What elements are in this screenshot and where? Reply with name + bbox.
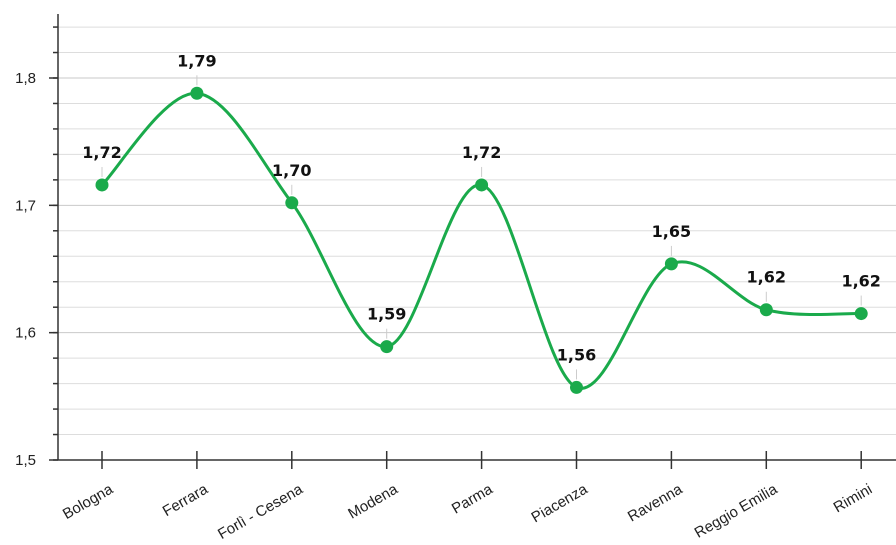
data-point [285,196,299,210]
data-label: 1,65 [652,222,691,241]
y-tick-label: 1,7 [15,197,36,214]
x-axis-ticks: Bologna Ferrara Forlì - Cesena Modena Parma P… [60,451,875,543]
axes [57,14,896,461]
y-tick-label: 1,8 [15,70,36,87]
grid-lines [58,26,896,436]
data-points [95,86,868,394]
data-label: 1,79 [177,51,216,70]
data-point [759,303,773,317]
data-point [380,340,394,354]
data-label: 1,59 [367,305,406,324]
data-labels: 1,72 1,79 1,70 1,59 1,72 1,56 1,65 1,62 1,62 [82,51,881,364]
data-label: 1,72 [462,143,501,162]
x-tick-label: Piacenza [529,480,592,526]
series-line [100,91,862,390]
data-label: 1,62 [841,272,880,291]
x-tick-label: Bologna [60,480,117,523]
data-point [190,86,204,100]
y-tick-label: 1,5 [15,452,36,469]
x-tick-label: Forlì - Cesena [215,480,306,543]
data-point [570,380,583,394]
data-point [475,178,489,192]
data-label-leaders [101,75,862,380]
x-tick-label: Modena [345,480,401,522]
x-tick-label: Rimini [831,481,876,517]
data-point [95,178,109,192]
data-label: 1,62 [747,268,786,287]
data-label: 1,70 [272,161,311,180]
x-tick-label: Ferrara [160,480,212,520]
x-tick-label: Parma [449,480,496,517]
x-tick-label: Reggio Emilia [692,480,781,541]
data-point [854,307,868,321]
data-point [664,257,678,271]
data-label: 1,72 [82,143,121,162]
y-axis-ticks: 1,5 1,6 1,7 1,8 [15,26,58,469]
y-tick-label: 1,6 [15,325,36,342]
data-label: 1,56 [557,345,596,364]
x-tick-label: Ravenna [625,480,686,525]
